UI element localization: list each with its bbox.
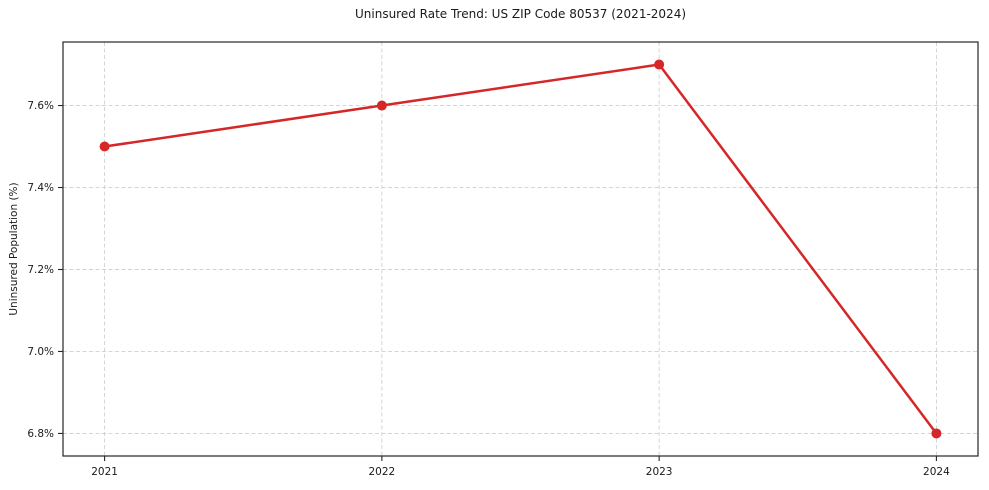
x-tick-label: 2023 [646,466,673,478]
data-point-marker [931,428,942,439]
x-tick-label: 2024 [923,466,950,478]
y-tick-label: 6.8% [27,428,54,440]
data-point-marker [99,141,110,152]
data-point-marker [654,59,665,70]
y-tick-label: 7.6% [27,100,54,112]
x-tick-label: 2021 [91,466,118,478]
trend-line [103,63,938,435]
data-point-marker [376,100,387,111]
y-tick-label: 7.4% [27,182,54,194]
x-tick-label: 2022 [368,466,395,478]
plot-border [62,41,979,457]
y-tick-label: 7.0% [27,346,54,358]
chart-title: Uninsured Rate Trend: US ZIP Code 80537 … [354,7,687,21]
y-tick-label: 7.2% [27,264,54,276]
